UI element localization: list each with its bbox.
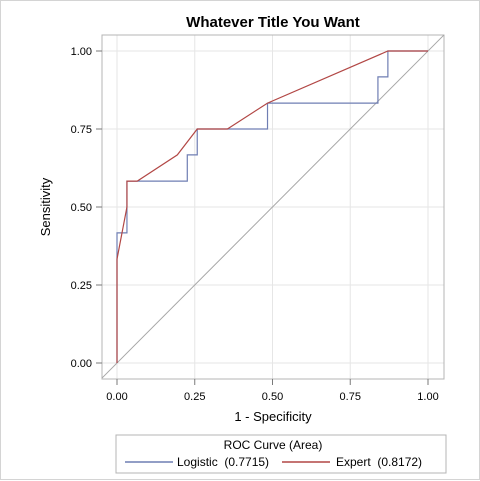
- y-tick-label: 1.00: [71, 46, 92, 58]
- reference-line-layer: [101, 34, 445, 379]
- y-tick-label: 0.75: [71, 124, 92, 136]
- x-tick-label: 0.50: [262, 391, 283, 403]
- y-tick-label: 0.25: [71, 280, 92, 292]
- x-tick-label: 0.75: [340, 391, 361, 403]
- legend-title: ROC Curve (Area): [224, 438, 323, 452]
- series-line-1: [116, 50, 428, 363]
- legend-label-1: Expert (0.8172): [336, 455, 422, 469]
- y-tick-label: 0.00: [71, 358, 92, 370]
- legend-label-0: Logistic (0.7715): [177, 455, 269, 469]
- series-layer: [116, 50, 428, 363]
- x-tick-label: 1.00: [417, 391, 438, 403]
- legend-items: Logistic (0.7715) Expert (0.8172): [125, 455, 422, 469]
- x-axis: 0.00 0.25 0.50 0.75 1.00: [106, 379, 439, 403]
- y-tick-label: 0.50: [71, 202, 92, 214]
- x-axis-label: 1 - Specificity: [234, 409, 312, 424]
- chart-title: Whatever Title You Want: [186, 14, 360, 31]
- y-axis: 0.00 0.25 0.50 0.75 1.00: [71, 46, 102, 370]
- legend: ROC Curve (Area) Logistic (0.7715) Expert…: [115, 434, 447, 474]
- x-tick-label: 0.25: [184, 391, 205, 403]
- reference-diagonal-line: [101, 34, 445, 379]
- legend-box: [115, 434, 447, 474]
- x-tick-label: 0.00: [106, 391, 127, 403]
- y-axis-label: Sensitivity: [38, 177, 53, 236]
